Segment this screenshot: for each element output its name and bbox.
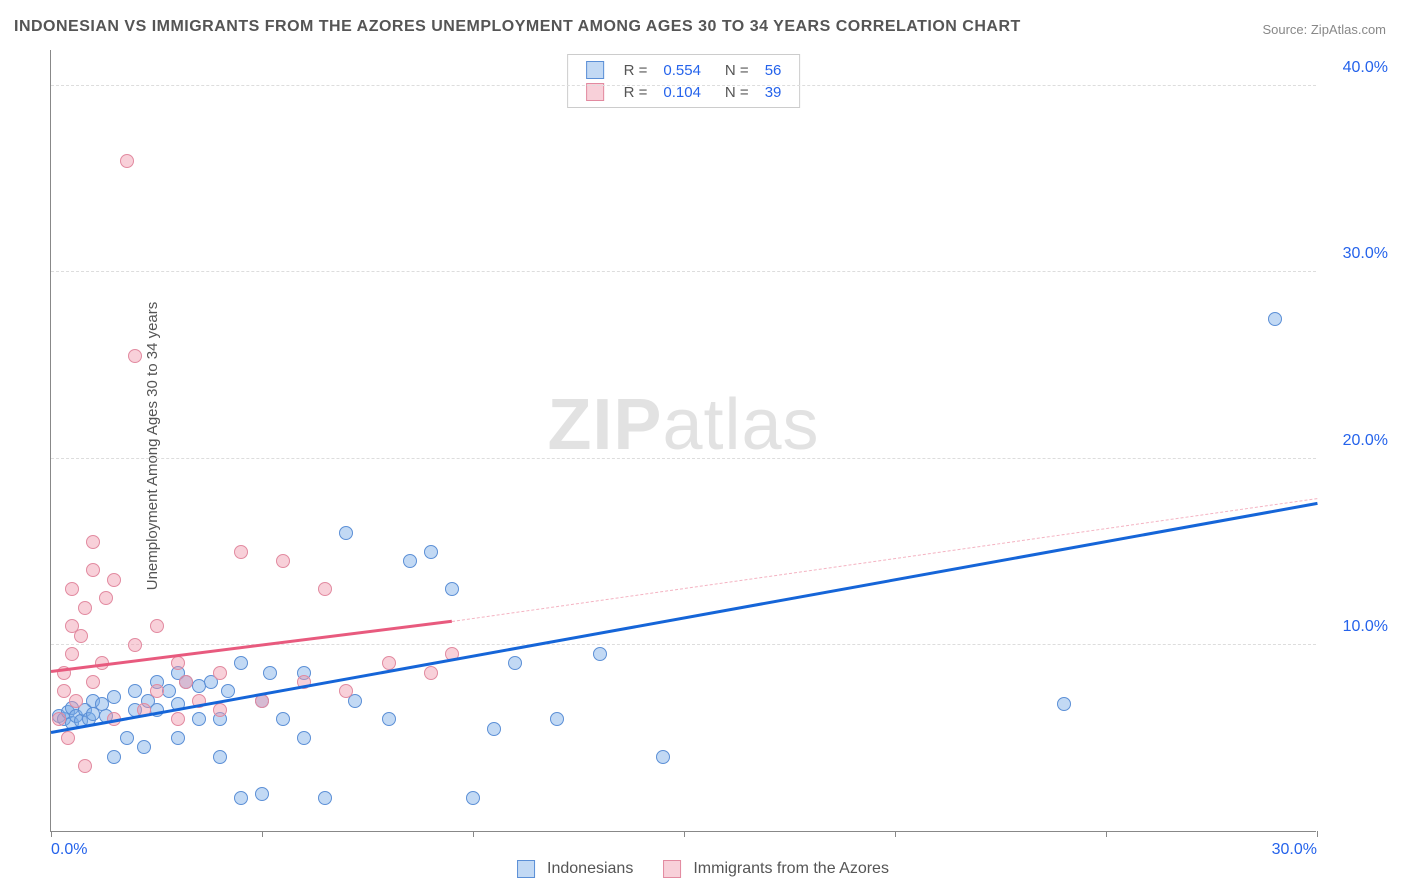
y-tick-label: 10.0%: [1343, 618, 1388, 636]
data-point: [487, 722, 501, 736]
data-point: [128, 349, 142, 363]
data-point: [171, 731, 185, 745]
x-tick: [473, 831, 474, 837]
data-point: [234, 791, 248, 805]
data-point: [52, 712, 66, 726]
n-value: 56: [757, 59, 790, 81]
source-label: Source: ZipAtlas.com: [1262, 22, 1386, 37]
data-point: [120, 731, 134, 745]
legend-row: R =0.554N =56: [578, 59, 790, 81]
data-point: [86, 675, 100, 689]
data-point: [382, 712, 396, 726]
data-point: [128, 638, 142, 652]
legend-item: Indonesians: [517, 860, 633, 878]
data-point: [171, 656, 185, 670]
data-point: [276, 554, 290, 568]
data-point: [128, 684, 142, 698]
legend-label: Immigrants from the Azores: [693, 860, 889, 878]
data-point: [508, 656, 522, 670]
data-point: [86, 535, 100, 549]
x-tick: [684, 831, 685, 837]
data-point: [213, 703, 227, 717]
x-tick-label: 30.0%: [1272, 841, 1317, 859]
data-point: [78, 759, 92, 773]
data-point: [107, 690, 121, 704]
data-point: [550, 712, 564, 726]
legend-item: Immigrants from the Azores: [663, 860, 889, 878]
data-point: [593, 647, 607, 661]
data-point: [403, 554, 417, 568]
legend-series: Indonesians Immigrants from the Azores: [517, 860, 889, 878]
legend-swatch: [586, 61, 604, 79]
data-point: [339, 526, 353, 540]
x-tick-label: 0.0%: [51, 841, 87, 859]
x-tick: [895, 831, 896, 837]
data-point: [424, 545, 438, 559]
data-point: [171, 712, 185, 726]
data-point: [99, 591, 113, 605]
plot-area: ZIPatlas R =0.554N =56R =0.104N =39 10.0…: [50, 50, 1316, 832]
x-tick: [51, 831, 52, 837]
legend-label: Indonesians: [547, 860, 633, 878]
data-point: [1268, 312, 1282, 326]
data-point: [65, 582, 79, 596]
data-point: [69, 694, 83, 708]
r-label: R =: [616, 59, 656, 81]
data-point: [57, 684, 71, 698]
data-point: [221, 684, 235, 698]
data-point: [466, 791, 480, 805]
data-point: [234, 656, 248, 670]
data-point: [65, 647, 79, 661]
data-point: [424, 666, 438, 680]
y-tick-label: 40.0%: [1343, 59, 1388, 77]
legend-correlation: R =0.554N =56R =0.104N =39: [567, 54, 801, 108]
n-label: N =: [709, 59, 757, 81]
legend-swatch: [517, 860, 535, 878]
x-tick: [1106, 831, 1107, 837]
gridline: [51, 271, 1316, 272]
data-point: [150, 684, 164, 698]
data-point: [213, 666, 227, 680]
data-point: [276, 712, 290, 726]
r-value: 0.554: [655, 59, 709, 81]
watermark-bold: ZIP: [547, 385, 662, 465]
data-point: [255, 787, 269, 801]
y-tick-label: 20.0%: [1343, 432, 1388, 450]
trend-line: [51, 502, 1318, 734]
gridline: [51, 85, 1316, 86]
data-point: [318, 582, 332, 596]
data-point: [107, 573, 121, 587]
data-point: [120, 154, 134, 168]
data-point: [74, 629, 88, 643]
data-point: [339, 684, 353, 698]
data-point: [318, 791, 332, 805]
data-point: [150, 619, 164, 633]
data-point: [162, 684, 176, 698]
data-point: [78, 601, 92, 615]
legend-swatch: [663, 860, 681, 878]
trend-line: [452, 499, 1317, 623]
data-point: [137, 740, 151, 754]
data-point: [179, 675, 193, 689]
watermark-normal: atlas: [662, 385, 819, 465]
watermark: ZIPatlas: [547, 384, 819, 466]
gridline: [51, 644, 1316, 645]
data-point: [192, 712, 206, 726]
data-point: [263, 666, 277, 680]
data-point: [61, 731, 75, 745]
data-point: [297, 731, 311, 745]
data-point: [656, 750, 670, 764]
data-point: [213, 750, 227, 764]
y-tick-label: 30.0%: [1343, 245, 1388, 263]
x-tick: [1317, 831, 1318, 837]
data-point: [107, 750, 121, 764]
data-point: [234, 545, 248, 559]
data-point: [1057, 697, 1071, 711]
data-point: [445, 582, 459, 596]
data-point: [86, 563, 100, 577]
chart-title: INDONESIAN VS IMMIGRANTS FROM THE AZORES…: [14, 18, 1021, 36]
gridline: [51, 458, 1316, 459]
x-tick: [262, 831, 263, 837]
